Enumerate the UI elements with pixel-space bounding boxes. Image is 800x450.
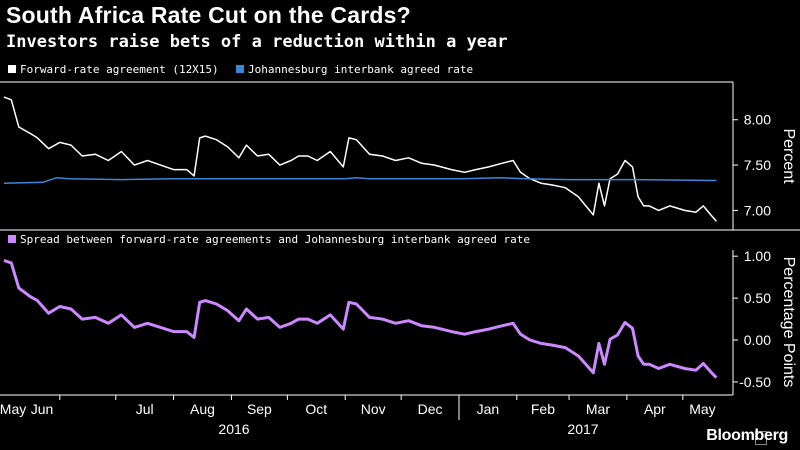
series-line-jibar [3,177,717,184]
bottom-plot-area: 1.00 0.50 0.00 -0.50 [3,248,771,390]
x-tick-label: Nov [361,401,386,417]
y-tick-label: 0.50 [744,290,771,306]
top-y-axis-title: Percent [780,128,797,184]
x-axis: May Jun Jul Aug Sep Oct Nov Dec Jan Feb Mar Apr May 2… [0,395,716,437]
y-tick-label: 7.00 [744,202,771,218]
x-tick-label: Sep [247,401,272,417]
chart-title: South Africa Rate Cut on the Cards? [6,2,411,28]
y-tick-label: 1.00 [744,248,771,264]
chart-subtitle: Investors raise bets of a reduction with… [6,32,508,52]
bloomberg-logo: Bloomberg [706,427,788,444]
x-tick-label: Feb [531,401,555,417]
x-tick-label: Apr [644,401,666,417]
legend-label-fra: Forward-rate agreement (12X15) [20,63,219,76]
top-legend: Forward-rate agreement (12X15) Johannesb… [8,63,473,76]
y-tick-label: 8.00 [744,112,771,128]
legend-label-jibar: Johannesburg interbank agreed rate [248,63,473,76]
legend-swatch-jibar [236,65,244,73]
x-year-label: 2016 [218,421,249,437]
x-tick-label: Dec [418,401,443,417]
x-tick-label: Jan [477,401,500,417]
series-line-spread [3,258,718,379]
x-tick-label: Oct [305,401,327,417]
x-tick-label: Aug [190,401,215,417]
x-tick-label: May [689,401,715,417]
series-line-fra [3,96,717,222]
y-tick-label: -0.50 [739,374,771,390]
bottom-legend: Spread between forward-rate agreements a… [8,233,530,246]
legend-swatch-spread [8,235,16,243]
legend-swatch-fra [8,65,16,73]
expand-icon[interactable] [755,431,767,445]
legend-label-spread: Spread between forward-rate agreements a… [20,233,530,246]
x-tick-label: May [0,401,26,417]
bottom-y-axis-title: Percentage Points [780,257,797,388]
top-plot-area: 8.00 7.50 7.00 [3,96,771,222]
x-tick-label: Jul [136,401,154,417]
x-year-label: 2017 [567,421,598,437]
x-tick-label: Jun [31,401,54,417]
x-tick-label: Mar [586,401,610,417]
y-tick-label: 7.50 [744,157,771,173]
y-tick-label: 0.00 [744,332,771,348]
